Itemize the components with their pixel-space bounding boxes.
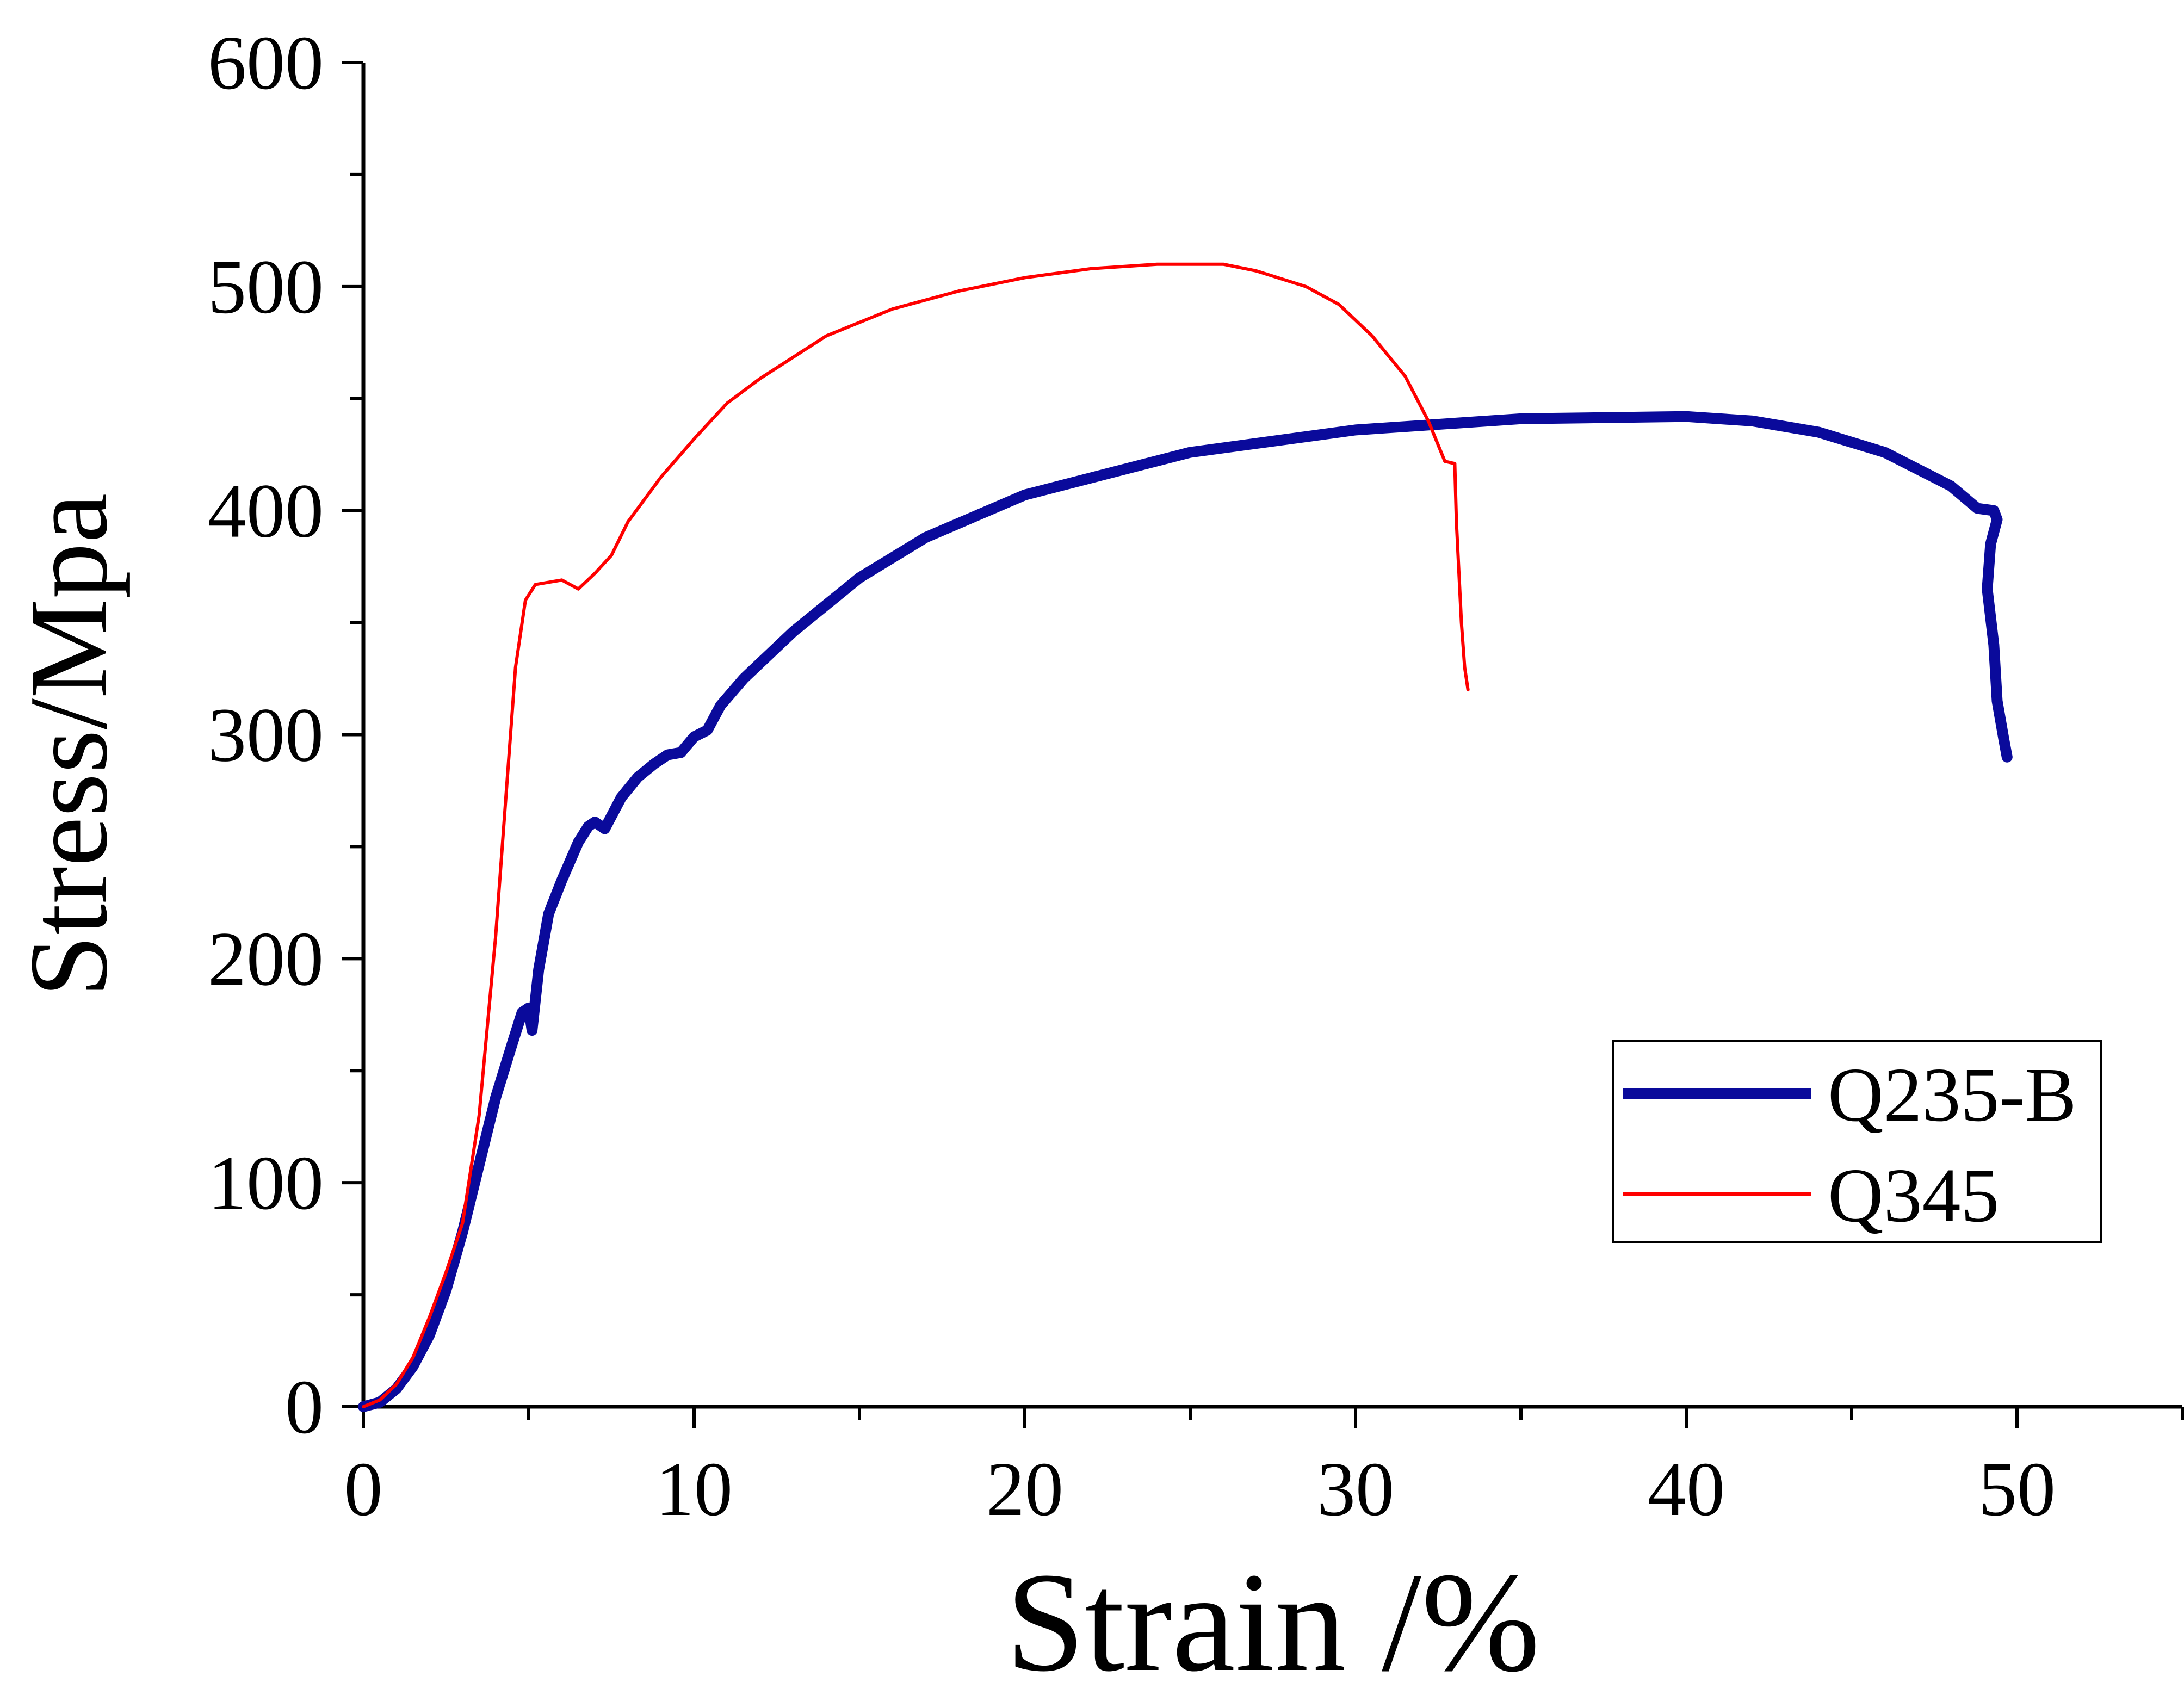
legend-label-q345: Q345 xyxy=(1828,1152,2000,1238)
x-tick-label: 20 xyxy=(986,1446,1063,1532)
x-ticks: 0 10 20 30 40 50 xyxy=(344,1407,2184,1532)
x-tick-label: 40 xyxy=(1648,1446,1725,1532)
series-layer xyxy=(358,262,2013,1412)
y-tick-label: 500 xyxy=(208,244,324,330)
series-line-q345 xyxy=(362,262,1470,1408)
x-tick-label: 50 xyxy=(1978,1446,2056,1532)
series-line-q235-b xyxy=(358,411,2013,1412)
y-tick-label: 100 xyxy=(208,1140,324,1226)
x-axis-title: Strain /% xyxy=(1006,1543,1540,1701)
legend: Q235-B Q345 xyxy=(1612,1040,2102,1243)
y-tick-label: 400 xyxy=(208,468,324,554)
y-tick-label: 300 xyxy=(208,692,324,778)
y-tick-label: 200 xyxy=(208,916,324,1001)
legend-box xyxy=(1612,1040,2102,1243)
x-tick-label: 30 xyxy=(1317,1446,1394,1532)
x-tick-label: 0 xyxy=(344,1446,383,1532)
y-tick-label: 0 xyxy=(285,1364,324,1450)
y-tick-label: 600 xyxy=(208,20,324,106)
x-tick-label: 10 xyxy=(655,1446,733,1532)
y-axis-title: Stress/Mpa xyxy=(6,493,131,998)
legend-label-q235-b: Q235-B xyxy=(1828,1051,2077,1137)
y-ticks: 0 100 200 300 400 500 600 xyxy=(208,20,363,1450)
